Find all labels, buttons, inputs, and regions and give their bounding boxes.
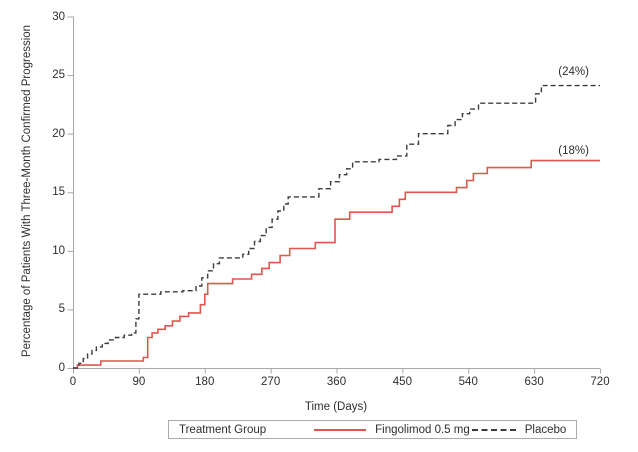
x-tick-label: 90 — [132, 376, 146, 388]
x-tick-label: 720 — [590, 376, 610, 388]
x-axis-title: Time (Days) — [304, 401, 368, 413]
y-tick-label: 10 — [52, 244, 65, 257]
tick-marks — [67, 16, 601, 374]
y-tick-label: 25 — [52, 69, 65, 82]
x-tick-label: 360 — [326, 376, 347, 388]
solid-line-sample — [314, 428, 367, 431]
x-tick-label: 540 — [458, 376, 478, 388]
x-tick-label: 630 — [524, 376, 544, 388]
final-percentage-annotation: (24%) — [558, 65, 589, 78]
final-percentage-annotation: (18%) — [558, 145, 589, 158]
x-tick-label: 0 — [69, 376, 77, 388]
x-tick-label: 270 — [261, 376, 281, 388]
legend: Treatment Group Fingolimod 0.5 mg Placeb… — [168, 420, 578, 439]
legend-label-placebo: Placebo — [524, 423, 567, 436]
y-tick-label: 5 — [58, 303, 65, 316]
y-tick-label: 15 — [52, 186, 65, 199]
dashed-line-sample — [471, 428, 516, 431]
y-axis-title: Percentage of Patients With Three-Month … — [21, 24, 33, 358]
axes — [73, 16, 600, 369]
legend-label-fingolimod: Fingolimod 0.5 mg — [375, 423, 470, 436]
y-tick-label: 20 — [52, 127, 65, 140]
y-tick-label: 30 — [52, 10, 65, 23]
series-placebo — [73, 84, 600, 369]
x-tick-label: 180 — [195, 376, 215, 388]
legend-title: Treatment Group — [179, 423, 267, 436]
x-tick-label: 450 — [392, 376, 412, 388]
series-fingolimod-0-5-mg — [73, 159, 600, 369]
y-tick-label: 0 — [58, 362, 65, 374]
